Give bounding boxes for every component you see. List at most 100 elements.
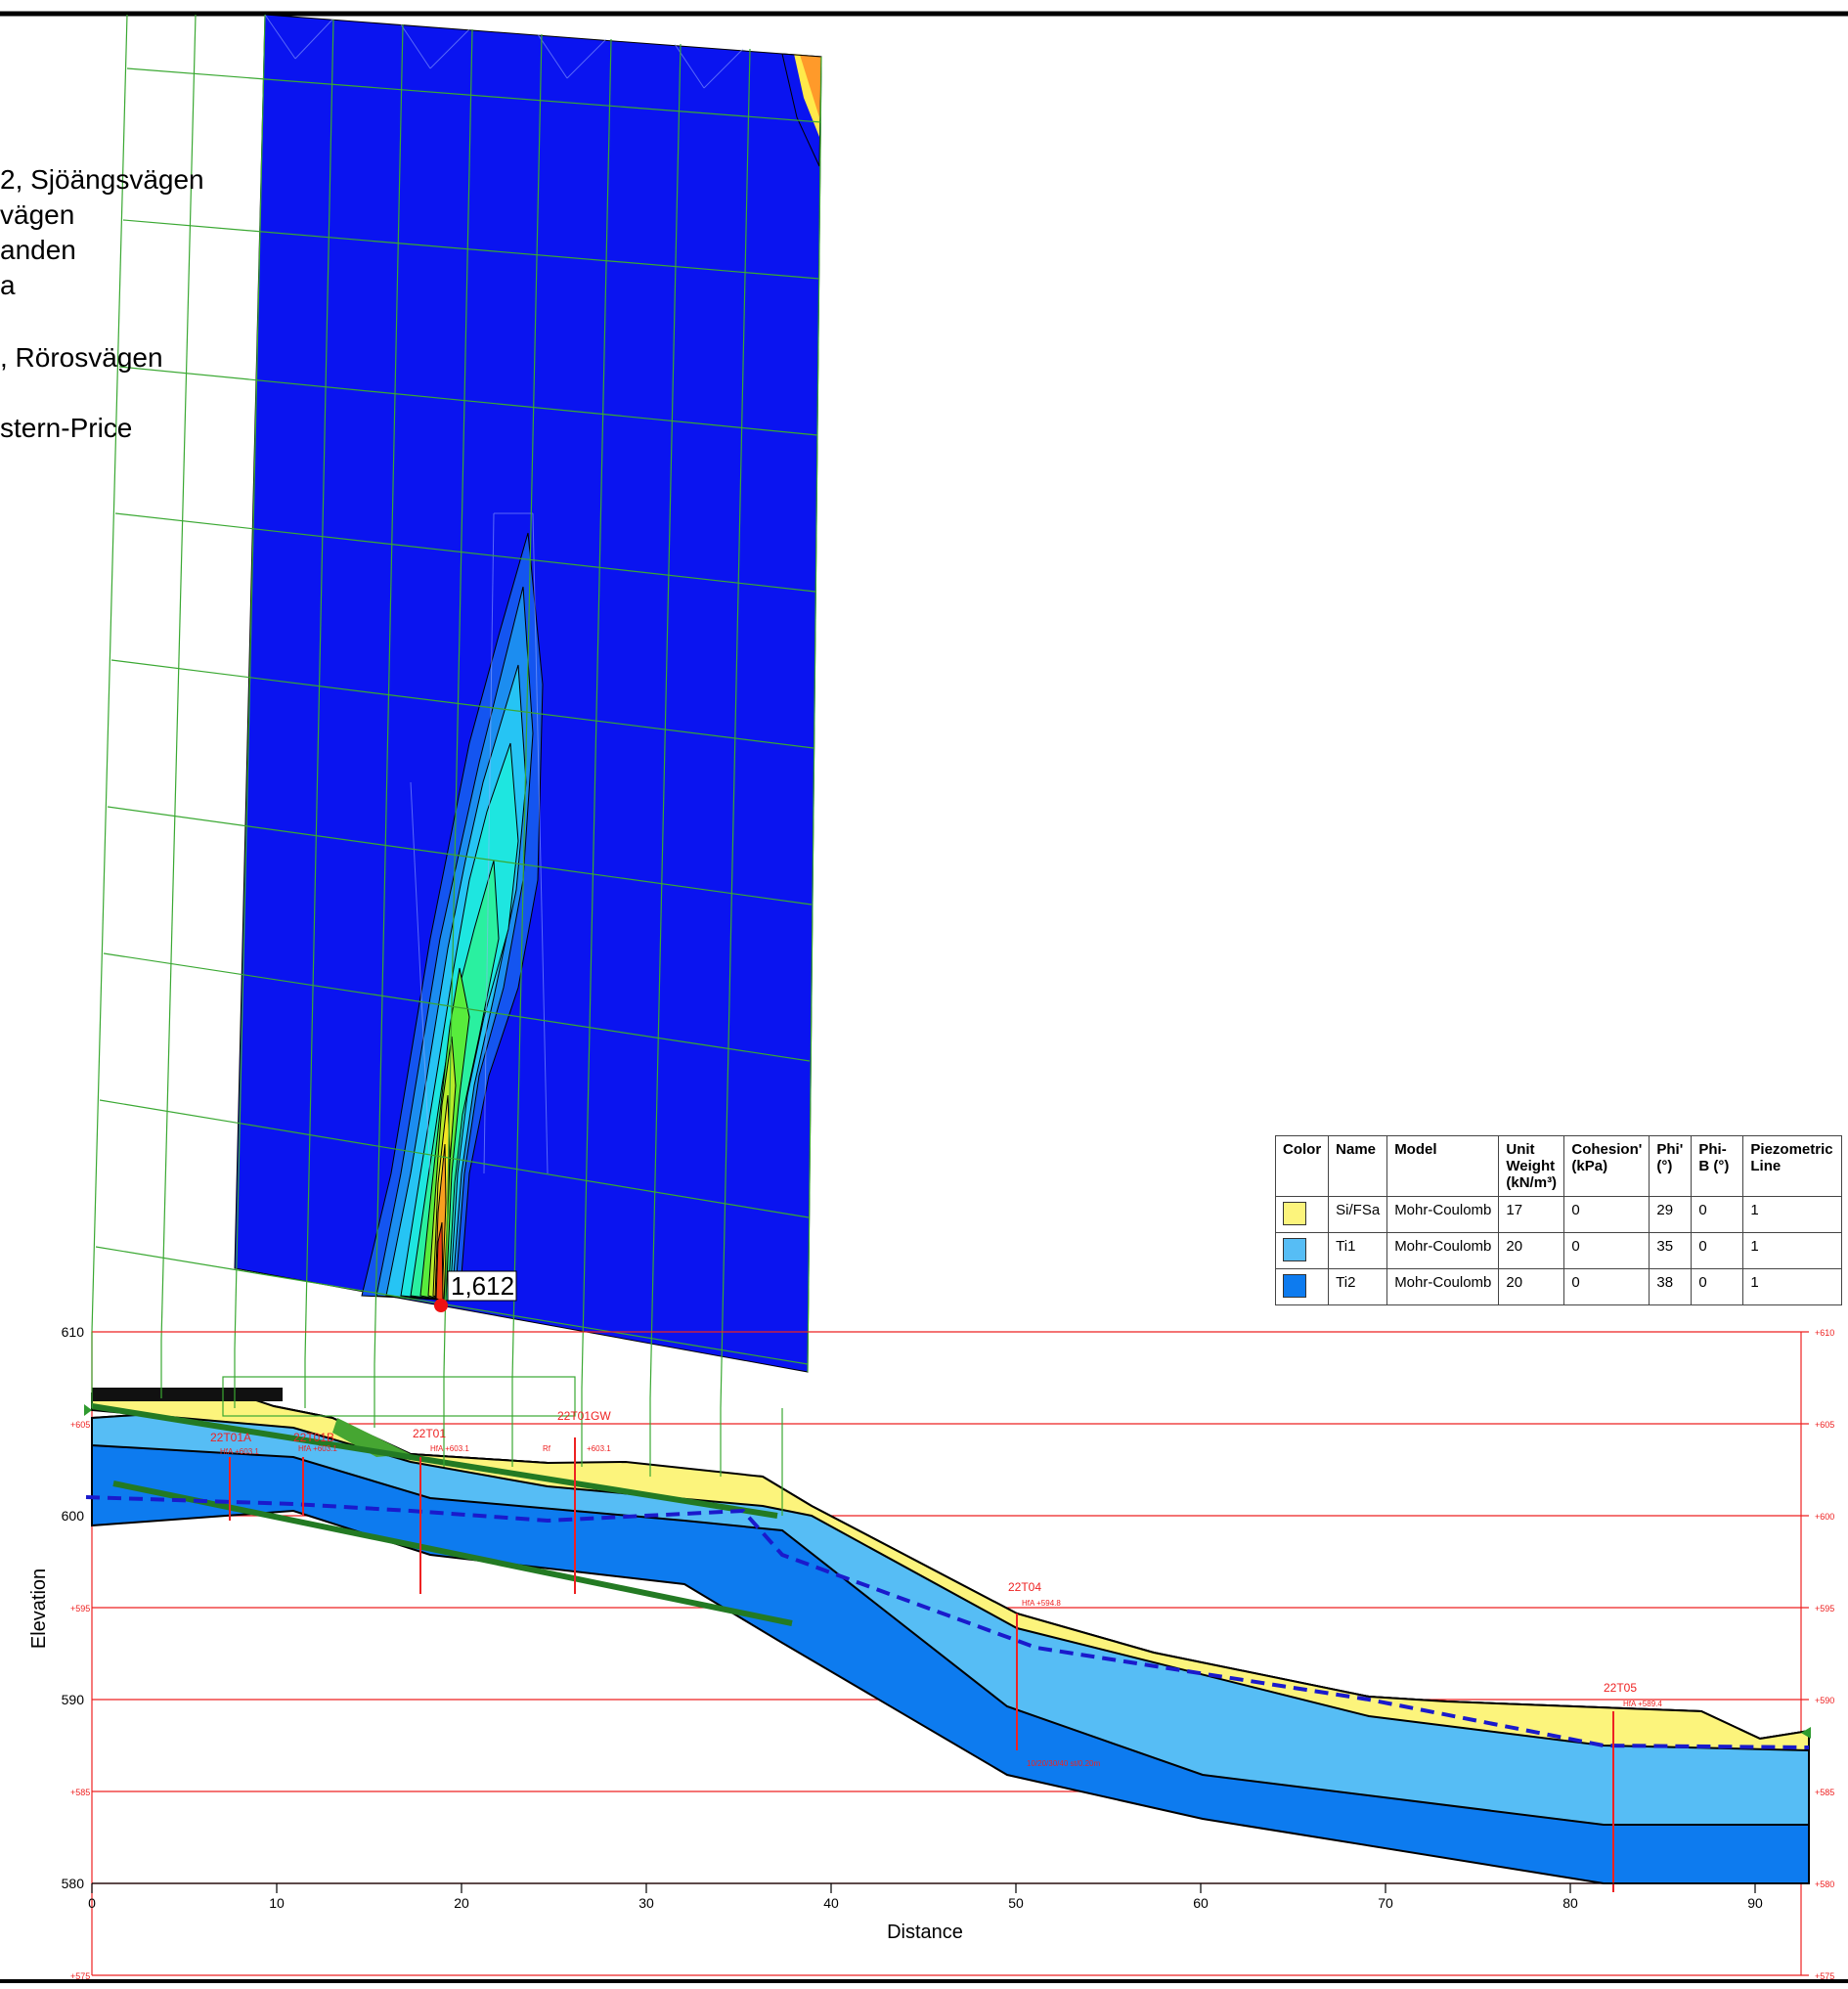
cross-section [84, 1331, 1811, 1976]
borehole-22t01b: 22T01B [293, 1431, 334, 1444]
header-name: Name [1328, 1135, 1388, 1197]
name-cell: Ti2 [1328, 1268, 1388, 1305]
x-tick: 0 [88, 1895, 96, 1911]
piezo-cell: 1 [1742, 1232, 1843, 1269]
borehole-22t01gw: 22T01GW [557, 1409, 611, 1423]
borehole-note: 10/20/30/40 st/0.20m [1027, 1759, 1101, 1768]
y-tick-right: +595 [1815, 1604, 1834, 1613]
borehole-22t01a: 22T01A [210, 1431, 251, 1444]
y-tick-right: +605 [1815, 1420, 1834, 1430]
x-tick: 40 [823, 1895, 839, 1911]
borehole-note: +603.1 [587, 1444, 611, 1453]
borehole-note: HfA +589.4 [1623, 1700, 1662, 1708]
unit-weight-cell: 20 [1498, 1232, 1565, 1269]
cohesion-cell: 0 [1563, 1268, 1650, 1305]
surface-load [92, 1388, 283, 1401]
table-header-row: Color Name Model Unit Weight (kN/m³) Coh… [1274, 1135, 1843, 1197]
header-color: Color [1274, 1135, 1330, 1197]
phi-cell: 38 [1649, 1268, 1693, 1305]
water-table [85, 1495, 1810, 1749]
slip-line-lower [112, 1481, 793, 1626]
x-tick: 80 [1562, 1895, 1578, 1911]
info-line: , Rörosvägen [0, 342, 163, 373]
x-tick: 90 [1747, 1895, 1763, 1911]
x-tick: 50 [1008, 1895, 1024, 1911]
piezo-cell: 1 [1742, 1268, 1843, 1305]
min-factor-label: 1,612 [451, 1271, 514, 1301]
left-end-marker [84, 1404, 92, 1416]
table-row: Ti2 Mohr-Coulomb 20 0 38 0 1 [1274, 1268, 1843, 1305]
borehole-note: HfA +603.1 [220, 1447, 259, 1456]
contour-plume [361, 532, 544, 1302]
model-cell: Mohr-Coulomb [1386, 1232, 1500, 1269]
header-unit-weight: Unit Weight (kN/m³) [1498, 1135, 1565, 1197]
x-axis-label: Distance [887, 1922, 963, 1943]
right-end-marker [1801, 1727, 1811, 1739]
info-line: 2, Sjöängsvägen [0, 164, 204, 195]
info-line: a [0, 270, 16, 300]
center-grid-panel [91, 14, 822, 1409]
table-row: Si/FSa Mohr-Coulomb 17 0 29 0 1 [1274, 1196, 1843, 1233]
name-cell: Si/FSa [1328, 1196, 1388, 1233]
color-swatch [1283, 1274, 1306, 1298]
mesh-lines [264, 14, 744, 1174]
y-tick-right: +585 [1815, 1788, 1834, 1797]
borehole-22t01: 22T01 [413, 1427, 446, 1440]
x-tick: 70 [1378, 1895, 1393, 1911]
phi-cell: 29 [1649, 1196, 1693, 1233]
y-tick: 590 [62, 1692, 85, 1707]
phi-b-cell: 0 [1691, 1196, 1744, 1233]
color-cell [1274, 1196, 1330, 1233]
y-tick-right: +610 [1815, 1328, 1834, 1338]
color-cell [1274, 1268, 1330, 1305]
materials-table: Color Name Model Unit Weight (kN/m³) Coh… [1274, 1135, 1843, 1305]
unit-weight-cell: 17 [1498, 1196, 1565, 1233]
factor-label-box [447, 1270, 517, 1302]
unit-weight-cell: 20 [1498, 1268, 1565, 1305]
color-swatch [1283, 1238, 1306, 1261]
contour-corner-peak [800, 55, 821, 117]
phi-b-cell: 0 [1691, 1268, 1744, 1305]
y-ticks: 610 600 590 580 [62, 1324, 85, 1891]
grid-extension [91, 1332, 783, 1516]
y-tick-red: +585 [70, 1788, 90, 1797]
borehole-notes: HfA +603.1 HfA +603.1 HfA +603.1 +603.1 … [220, 1444, 1662, 1768]
info-line: stern-Price [0, 413, 133, 443]
piezo-cell: 1 [1742, 1196, 1843, 1233]
y-tick-right: +580 [1815, 1879, 1834, 1889]
phi-cell: 35 [1649, 1232, 1693, 1269]
y-tick-right: +575 [1815, 1971, 1834, 1981]
borehole-note: HfA +603.1 [430, 1444, 469, 1453]
header-piezometric: Piezometric Line [1742, 1135, 1843, 1197]
y-tick-red: +605 [70, 1420, 90, 1430]
header-phi: Phi' (°) [1649, 1135, 1693, 1197]
slip-line-upper [91, 1403, 778, 1519]
borehole-logs [229, 1437, 1614, 1892]
y-tick: 580 [62, 1876, 85, 1891]
x-ticks: 0 10 20 30 40 50 60 70 80 90 [88, 1895, 1763, 1911]
cohesion-cell: 0 [1563, 1196, 1650, 1233]
x-tick: 10 [269, 1895, 285, 1911]
borehole-note: HfA +594.8 [1022, 1599, 1061, 1608]
surcharge-hatch [332, 1418, 411, 1457]
borehole-note: HfA +603.1 [298, 1444, 337, 1453]
info-line: vägen [0, 199, 75, 230]
borehole-22t05: 22T05 [1604, 1681, 1637, 1695]
x-tick: 30 [638, 1895, 654, 1911]
grid-lines [91, 14, 822, 1409]
borehole-22t04: 22T04 [1008, 1580, 1041, 1594]
x-tick: 60 [1193, 1895, 1209, 1911]
header-cohesion: Cohesion' (kPa) [1563, 1135, 1650, 1197]
color-swatch [1283, 1202, 1306, 1225]
y-tick: 610 [62, 1324, 85, 1340]
model-cell: Mohr-Coulomb [1386, 1268, 1500, 1305]
table-row: Ti1 Mohr-Coulomb 20 0 35 0 1 [1274, 1232, 1843, 1269]
header-model: Model [1386, 1135, 1500, 1197]
critical-center-marker [434, 1299, 448, 1312]
y-tick-red: +575 [70, 1971, 90, 1981]
left-red-ticks: +605 +595 +585 +575 [70, 1420, 90, 1981]
cohesion-cell: 0 [1563, 1232, 1650, 1269]
y-tick-right: +600 [1815, 1512, 1834, 1522]
phi-b-cell: 0 [1691, 1232, 1744, 1269]
